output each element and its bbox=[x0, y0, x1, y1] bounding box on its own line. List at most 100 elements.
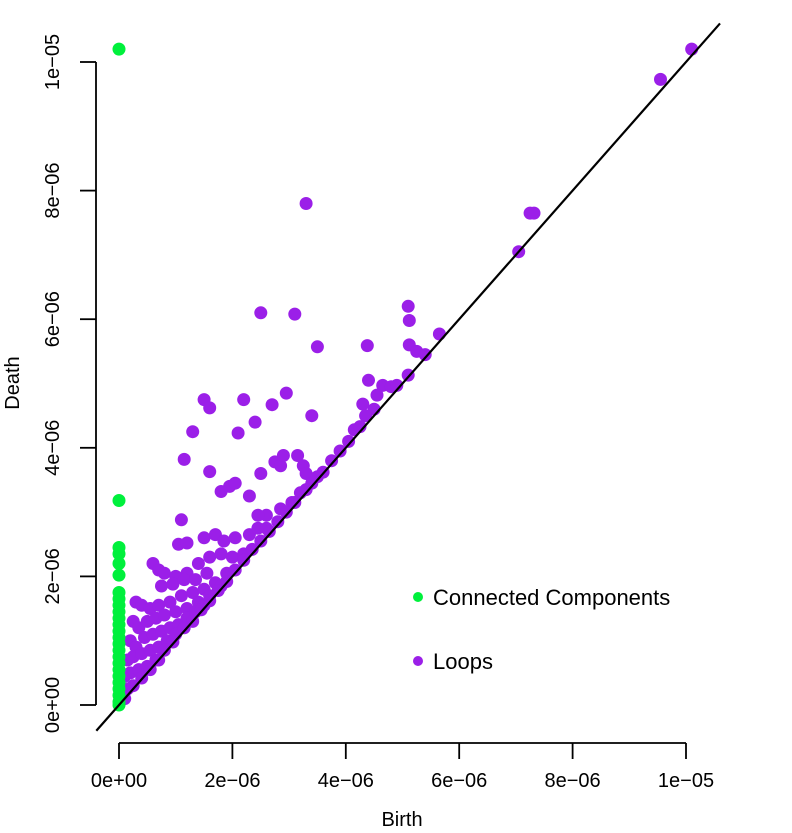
point-loops bbox=[262, 524, 276, 538]
y-axis: 0e+00 2e−06 4e−06 6e−06 8e−06 1e−05 bbox=[42, 34, 97, 733]
point-loops bbox=[186, 425, 200, 439]
y-axis-title: Death bbox=[2, 356, 24, 409]
y-tick-label: 0e+00 bbox=[42, 677, 64, 733]
point-connected-components bbox=[112, 42, 126, 56]
point-loops bbox=[126, 679, 140, 693]
point-loops bbox=[217, 534, 231, 548]
point-loops bbox=[654, 72, 667, 86]
point-loops bbox=[177, 452, 191, 466]
x-tick-label: 1e−05 bbox=[658, 770, 714, 792]
point-loops bbox=[225, 550, 239, 564]
point-loops bbox=[251, 508, 265, 522]
y-ticks: 0e+00 2e−06 4e−06 6e−06 8e−06 1e−05 bbox=[42, 34, 96, 733]
point-connected-components bbox=[112, 568, 126, 582]
point-loops bbox=[432, 327, 446, 341]
point-loops bbox=[299, 483, 313, 497]
point-loops bbox=[214, 485, 228, 498]
point-loops bbox=[274, 459, 288, 473]
y-tick-label: 8e−06 bbox=[42, 163, 64, 219]
y-tick-label: 2e−06 bbox=[42, 548, 64, 604]
point-loops bbox=[174, 589, 188, 603]
x-axis-title: Birth bbox=[381, 809, 422, 831]
point-loops bbox=[360, 339, 374, 353]
point-loops bbox=[157, 608, 171, 622]
point-loops bbox=[418, 348, 432, 362]
point-loops bbox=[390, 378, 404, 392]
point-loops bbox=[288, 307, 302, 321]
points-layer bbox=[112, 42, 699, 712]
x-tick-label: 6e−06 bbox=[431, 770, 487, 792]
point-loops bbox=[299, 197, 313, 210]
point-loops bbox=[189, 573, 202, 587]
x-tick-label: 0e+00 bbox=[91, 770, 147, 792]
point-loops bbox=[370, 388, 384, 402]
point-loops bbox=[203, 550, 217, 564]
point-loops bbox=[288, 496, 302, 509]
point-loops bbox=[242, 489, 256, 503]
y-tick-label: 4e−06 bbox=[42, 420, 64, 476]
legend-marker-connected-components bbox=[413, 592, 423, 602]
point-loops bbox=[203, 401, 217, 415]
legend-label-connected-components: Connected Components bbox=[433, 585, 670, 610]
legend-marker-loops bbox=[413, 656, 423, 666]
y-tick-label: 6e−06 bbox=[42, 291, 64, 347]
x-tick-label: 8e−06 bbox=[545, 770, 601, 792]
point-loops bbox=[527, 206, 541, 220]
point-loops bbox=[237, 393, 251, 407]
point-connected-components bbox=[112, 557, 126, 570]
diagonal-reference-line bbox=[95, 22, 721, 732]
point-loops bbox=[214, 547, 228, 561]
point-loops bbox=[166, 577, 180, 591]
point-loops bbox=[362, 373, 375, 387]
x-ticks: 0e+00 2e−06 4e−06 6e−06 8e−06 1e−05 bbox=[91, 743, 714, 792]
point-loops bbox=[254, 467, 268, 480]
point-loops bbox=[265, 398, 279, 412]
point-loops bbox=[299, 467, 313, 480]
point-connected-components bbox=[112, 547, 126, 561]
x-tick-label: 2e−06 bbox=[204, 770, 260, 792]
point-loops bbox=[197, 531, 211, 545]
point-loops bbox=[228, 531, 242, 545]
point-loops bbox=[228, 563, 242, 577]
y-tick-label: 1e−05 bbox=[42, 34, 64, 90]
point-loops bbox=[200, 566, 214, 580]
point-loops bbox=[305, 409, 319, 423]
point-loops bbox=[245, 542, 259, 556]
point-loops bbox=[401, 299, 415, 313]
point-loops bbox=[169, 605, 183, 619]
point-loops bbox=[180, 536, 194, 550]
legend-item-connected-components: Connected Components bbox=[413, 585, 670, 610]
point-loops bbox=[254, 306, 268, 320]
point-loops bbox=[333, 444, 347, 458]
point-loops bbox=[254, 534, 268, 548]
point-loops bbox=[342, 434, 356, 448]
point-loops bbox=[402, 314, 416, 327]
point-loops bbox=[155, 579, 168, 593]
point-loops bbox=[157, 643, 171, 657]
legend: Connected Components Loops bbox=[413, 585, 670, 674]
point-loops bbox=[191, 557, 205, 570]
legend-item-loops: Loops bbox=[413, 649, 493, 674]
point-loops bbox=[157, 566, 171, 580]
point-loops bbox=[291, 449, 305, 462]
point-loops bbox=[186, 586, 200, 599]
point-loops bbox=[359, 409, 373, 423]
point-loops bbox=[353, 420, 367, 434]
point-loops bbox=[325, 454, 339, 468]
point-loops bbox=[231, 426, 245, 440]
point-loops bbox=[237, 553, 251, 567]
point-loops bbox=[279, 386, 293, 400]
legend-label-loops: Loops bbox=[433, 649, 493, 674]
point-loops bbox=[203, 465, 217, 479]
point-loops bbox=[177, 573, 191, 587]
point-loops bbox=[163, 595, 177, 609]
x-axis: 0e+00 2e−06 4e−06 6e−06 8e−06 1e−05 bbox=[91, 742, 714, 792]
x-tick-label: 4e−06 bbox=[318, 770, 374, 792]
point-loops bbox=[248, 415, 262, 429]
point-loops bbox=[228, 476, 242, 490]
point-loops bbox=[152, 598, 166, 612]
point-loops bbox=[271, 515, 285, 529]
point-loops bbox=[356, 397, 370, 411]
point-loops bbox=[174, 513, 188, 527]
